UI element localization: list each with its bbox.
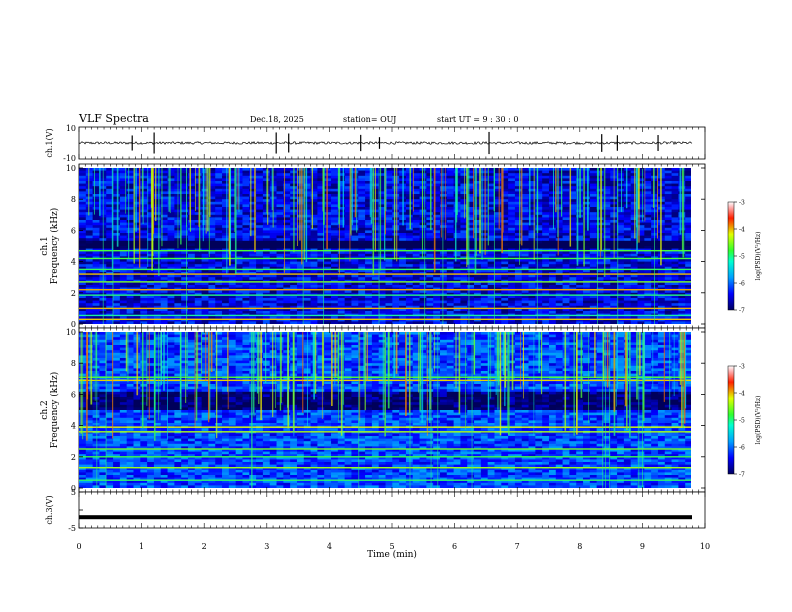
ch1-waveform-panel: 10 -10 ch.1(V) [45,124,706,163]
spec1-band-0 [79,318,691,321]
ch2-spec-ylabel-frequency: Frequency (kHz) [49,372,60,449]
ch1-spec-ylabel-frequency: Frequency (kHz) [49,208,60,285]
ch2-spectrogram-yticks: 0 2 4 6 8 10 [66,328,705,493]
time-tick-label-2: 2 [202,542,207,551]
spec1-band-6 [79,273,691,275]
ch2-spec-ylabel-channel: ch.2 [40,400,50,419]
time-tick-label-8: 8 [577,542,582,551]
time-axis-label: Time (min) [367,549,417,560]
ch2-colorbar-tick-2: -5 [739,418,745,425]
start-time-label: start UT = 9 : 30 : 0 [437,115,518,124]
ch2-spectrogram-image [79,332,691,488]
ch2-spec-ytick-label-4: 8 [71,359,76,368]
ch2-colorbar-ticks: -3 -4 -5 -6 -7 [734,364,745,479]
ch1-spec-ytick-label-0: 0 [71,320,76,329]
ch1-ylabel: ch.1(V) [45,128,54,157]
spec2-band-1 [79,467,691,469]
ch1-colorbar [727,201,735,311]
ch2-colorbar-label: log(PSD)(V²/Hz) [755,396,762,445]
ch2-colorbar-tick-3: -6 [739,445,745,452]
ch3-ylabel: ch.3(V) [45,495,54,524]
ch1-spec-ytick-label-5: 10 [66,164,76,173]
ch1-colorbar-tick-1: -4 [739,227,745,234]
ch2-colorbar [727,365,735,475]
ch1-ytick-bottom: -10 [63,154,76,163]
spec1-band-3 [79,294,691,296]
spec2-band-0 [79,479,691,481]
spec1-band-1 [79,314,691,317]
ch1-spectrogram-image [79,168,691,324]
ch2-colorbar-tick-0: -3 [739,364,745,371]
ch3-ytick-label-0: 5 [71,488,76,497]
time-axis-ticks: 0 1 2 3 4 5 6 7 8 9 10 [76,127,710,551]
ch3-ytick-label-2: -5 [68,524,76,533]
time-tick-label-3: 3 [264,542,269,551]
ch2-spec-ytick-label-2: 4 [71,422,76,431]
ch3-waveform-yticks: 5 -5 [68,488,83,533]
ch1-spectrogram-yticks: 0 2 4 6 8 10 [66,164,705,329]
ch2-colorbar-tick-1: -4 [739,391,745,398]
ch1-waveform-spikes [131,131,659,155]
ch3-waveform-trace [79,515,692,520]
ch1-colorbar-label: log(PSD)(V²/Hz) [755,232,762,281]
time-tick-label-5: 5 [389,542,394,551]
ch1-spec-ytick-label-3: 6 [71,226,76,235]
ch1-spec-ytick-label-2: 4 [71,258,76,267]
ch1-spec-ytick-label-4: 8 [71,195,76,204]
spec1-band-7 [79,268,691,271]
ch1-waveform-trace [78,140,693,146]
spec1-band-8 [79,257,691,260]
ch1-spec-ytick-label-1: 2 [71,289,76,298]
spec1-band-2 [79,307,691,310]
ch1-spec-ylabel-channel: ch.1 [40,236,50,255]
ch2-spec-ytick-label-0: 0 [71,484,76,493]
spec2-band-2 [79,456,691,458]
spec1-band-9 [79,249,691,252]
ch2-spec-ytick-label-1: 2 [71,453,76,462]
time-tick-label-4: 4 [327,542,332,551]
ch2-colorbar-tick-4: -7 [739,472,745,479]
spec1-band-4 [79,288,691,291]
station-label: station= OUJ [343,115,396,124]
time-tick-label-1: 1 [139,542,144,551]
ch1-ytick-top: 10 [66,124,76,133]
ch1-colorbar-ticks: -3 -4 -5 -6 -7 [734,200,745,315]
date-label: Dec.18, 2025 [250,115,304,124]
time-tick-label-7: 7 [515,542,520,551]
time-tick-label-6: 6 [452,542,457,551]
ch1-colorbar-tick-0: -3 [739,200,745,207]
ch1-colorbar-tick-2: -5 [739,254,745,261]
figure-title: VLF Spectra [78,112,149,125]
time-tick-label-0: 0 [76,542,81,551]
time-tick-label-9: 9 [640,542,645,551]
spec1-band-5 [79,281,691,283]
ch1-colorbar-tick-4: -7 [739,308,745,315]
ch3-waveform-frame [78,491,706,529]
spec2-band-3 [79,448,691,450]
time-tick-label-10: 10 [700,542,710,551]
ch2-spec-ytick-label-5: 10 [66,328,76,337]
ch3-waveform-panel: 5 -5 ch.3(V) [45,488,706,533]
ch2-spec-ytick-label-3: 6 [71,390,76,399]
ch1-colorbar-tick-3: -6 [739,281,745,288]
